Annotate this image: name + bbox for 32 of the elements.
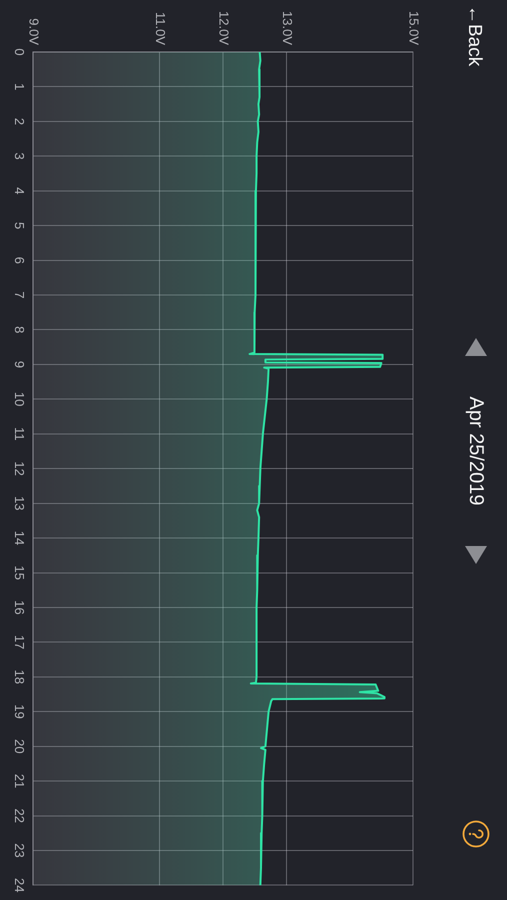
x-tick-label: 12.0V — [216, 11, 232, 46]
y-tick-label: 13 — [12, 496, 28, 511]
y-tick-label: 6 — [12, 256, 28, 264]
y-tick-label: 21 — [12, 774, 28, 788]
y-tick-label: 10 — [12, 392, 28, 406]
y-tick-label: 1 — [12, 83, 28, 90]
y-tick-label: 11 — [12, 427, 28, 441]
y-tick-label: 4 — [12, 187, 28, 194]
y-tick-label: 18 — [12, 670, 28, 684]
y-tick-label: 5 — [12, 222, 28, 230]
x-tick-label: 13.0V — [280, 11, 295, 46]
y-tick-label: 2 — [12, 118, 28, 126]
y-tick-label: 0 — [12, 48, 28, 56]
y-tick-label: 23 — [12, 843, 28, 858]
y-tick-label: 14 — [12, 530, 28, 546]
text: Apr 25/2019 — [465, 396, 487, 506]
y-tick-label: 8 — [12, 326, 28, 334]
x-tick-label: 11.0V — [153, 12, 168, 46]
y-tick-label: 12 — [12, 461, 28, 476]
y-tick-label: 9 — [12, 360, 28, 368]
y-tick-label: 15 — [12, 566, 28, 580]
text: ←Back — [464, 5, 485, 66]
y-tick-label: 17 — [12, 634, 28, 650]
y-tick-label: 22 — [12, 808, 28, 823]
x-tick-label: 15.0V — [406, 11, 422, 46]
y-tick-label: 24 — [12, 878, 28, 892]
x-tick-label: 9.0V — [26, 18, 42, 46]
y-tick-label: 19 — [12, 704, 28, 719]
y-tick-label: 7 — [12, 291, 28, 299]
y-tick-label: 3 — [12, 152, 28, 160]
y-tick-label: 20 — [12, 739, 28, 754]
y-tick-label: 16 — [12, 600, 28, 615]
